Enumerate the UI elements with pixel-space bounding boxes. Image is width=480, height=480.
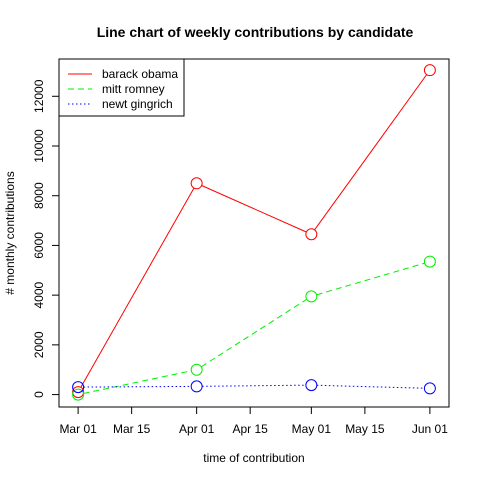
series-mitt-romney-point-apr-01 [190,363,203,376]
series-newt-gingrich-point-may-01 [305,379,318,392]
chart-title: Line chart of weekly contributions by ca… [97,24,414,40]
x-tick-label-may-15: May 15 [345,422,385,436]
series-mitt-romney-segment-1 [201,298,307,368]
series-mitt-romney-point-jun-01 [423,255,436,268]
x-tick-label-may-01: May 01 [292,422,332,436]
series-newt-gingrich-segment-1 [202,384,306,387]
series-barack-obama-segment-0 [80,187,195,388]
x-tick-label-jun-01: Jun 01 [412,422,448,436]
series-newt-gingrich-point-mar-01 [72,381,85,394]
x-tick-label-mar-15: Mar 15 [113,422,151,436]
series-mitt-romney [72,255,436,401]
series-barack-obama-segment-2 [314,74,428,231]
y-tick-label-2000: 2000 [32,331,46,358]
series-mitt-romney-segment-2 [316,262,425,296]
x-tick-label-apr-01: Apr 01 [179,422,215,436]
series-barack-obama-point-may-01 [305,228,318,241]
series-barack-obama [72,64,436,399]
y-tick-label-0: 0 [32,391,46,398]
y-tick-label-4000: 4000 [32,281,46,308]
series-mitt-romney-point-may-01 [305,290,318,303]
series-newt-gingrich [72,379,436,395]
legend-label-newt-gingrich: newt gingrich [102,97,173,111]
series-newt-gingrich-segment-2 [316,384,425,389]
y-tick-label-8000: 8000 [32,182,46,209]
series-barack-obama-point-apr-01 [190,177,203,190]
y-tick-label-12000: 12000 [32,79,46,113]
legend-label-barack-obama: barack obama [102,67,178,81]
series-newt-gingrich-point-apr-01 [190,380,203,393]
legend-box [58,58,185,117]
y-tick-label-10000: 10000 [32,129,46,163]
y-axis: 0 2000 4000 6000 8000 10000 12000 [32,79,60,398]
x-axis-label: time of contribution [203,451,304,465]
x-tick-label-mar-01: Mar 01 [59,422,97,436]
x-tick-label-apr-15: Apr 15 [232,422,268,436]
series-newt-gingrich-segment-0 [83,385,192,388]
series-newt-gingrich-point-jun-01 [423,382,436,395]
series-barack-obama-point-mar-01 [72,386,85,399]
y-axis-label: # monthly contributions [3,171,17,294]
series-mitt-romney-point-mar-01 [72,388,85,401]
series-mitt-romney-segment-0 [83,370,192,394]
y-tick-label-6000: 6000 [32,232,46,259]
x-axis: Mar 01 Mar 15 Apr 01 Apr 15 May 01 May 15 Jun … [59,406,448,436]
series-layer [72,64,436,401]
series-barack-obama-segment-1 [201,185,307,233]
legend-label-mitt-romney: mitt romney [102,82,165,96]
series-barack-obama-point-jun-01 [423,64,436,77]
